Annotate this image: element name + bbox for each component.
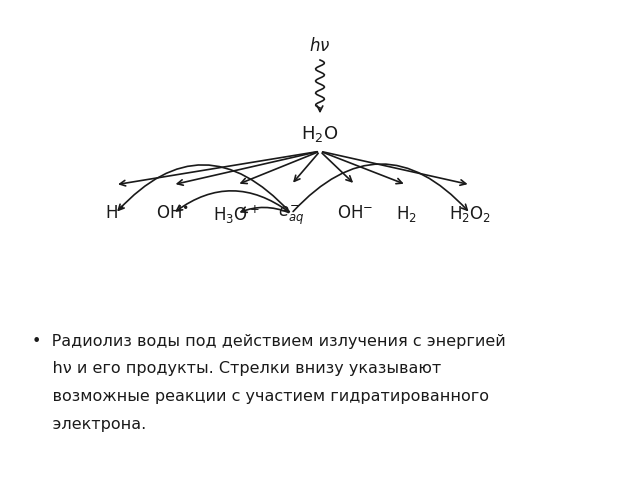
Text: $e^{-}_{aq}$: $e^{-}_{aq}$ — [278, 204, 305, 228]
Text: $\mathrm{H_2O_2}$: $\mathrm{H_2O_2}$ — [449, 204, 492, 224]
Text: hν и его продукты. Стрелки внизу указывают: hν и его продукты. Стрелки внизу указыва… — [32, 361, 441, 376]
Text: $\mathrm{H}^{\bullet}$: $\mathrm{H}^{\bullet}$ — [105, 204, 125, 222]
Text: $\mathrm{H_3O^+}$: $\mathrm{H_3O^+}$ — [214, 204, 260, 226]
Text: возможные реакции с участием гидратированного: возможные реакции с участием гидратирова… — [32, 389, 489, 404]
Text: электрона.: электрона. — [32, 417, 147, 432]
Text: $\mathrm{OH}^{-}$: $\mathrm{OH}^{-}$ — [337, 204, 373, 222]
Text: $\mathrm{OH}^{\bullet}$: $\mathrm{OH}^{\bullet}$ — [156, 204, 189, 222]
Text: •  Радиолиз воды под действием излучения с энергией: • Радиолиз воды под действием излучения … — [32, 334, 506, 348]
Text: $\mathrm{H_2O}$: $\mathrm{H_2O}$ — [301, 124, 339, 144]
Text: $h\nu$: $h\nu$ — [309, 37, 331, 55]
Text: $\mathrm{H_2}$: $\mathrm{H_2}$ — [396, 204, 417, 224]
